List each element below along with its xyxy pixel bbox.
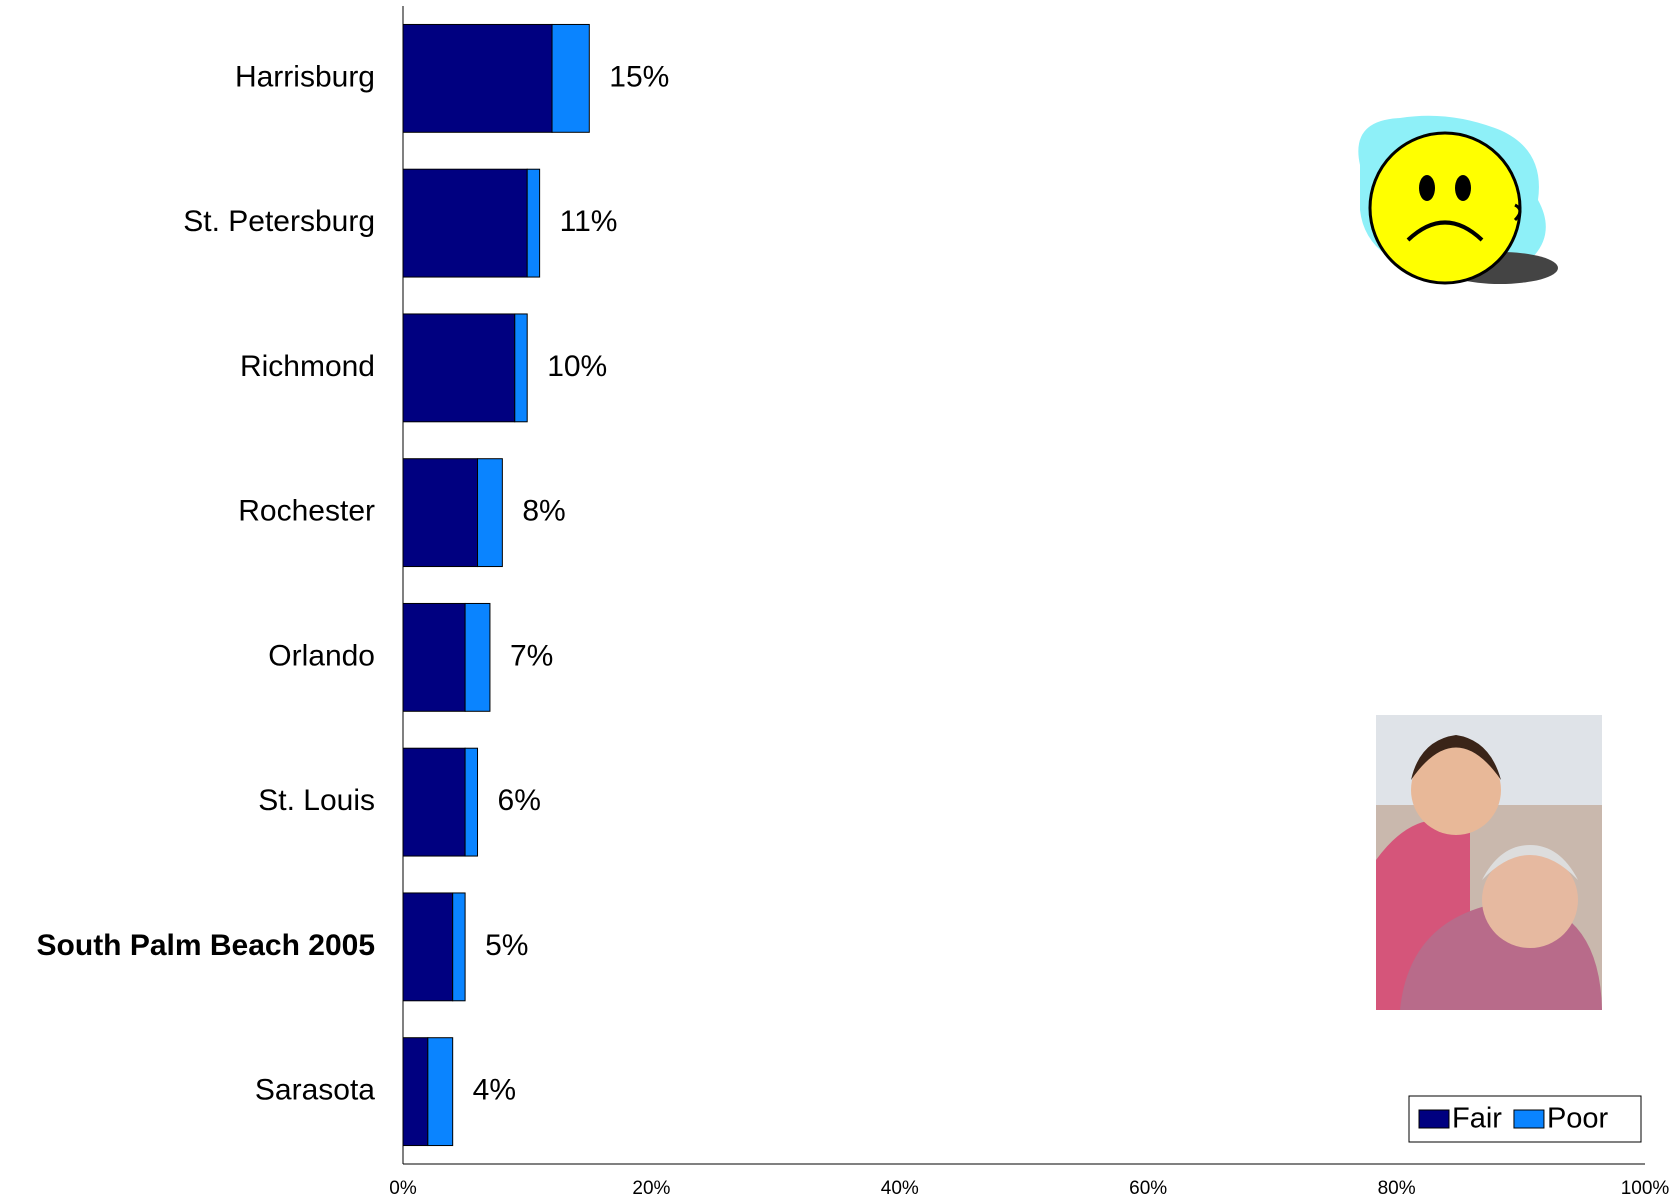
- category-label: South Palm Beach 2005: [37, 929, 375, 962]
- legend-label: Fair: [1452, 1103, 1502, 1135]
- legend-swatch: [1418, 1109, 1450, 1129]
- legend-label: Poor: [1547, 1103, 1609, 1135]
- bar-segment: [427, 1037, 454, 1147]
- bar-segment: [402, 1037, 429, 1147]
- bar-segment: [402, 313, 516, 423]
- total-label: 10%: [547, 350, 607, 383]
- total-label: 15%: [609, 60, 669, 93]
- total-label: 5%: [485, 929, 528, 962]
- x-tick-label: 20%: [632, 1178, 670, 1199]
- category-label: Rochester: [238, 495, 375, 528]
- photo-clipart: [1376, 715, 1602, 1010]
- category-label: St. Louis: [258, 784, 375, 817]
- x-tick-label: 40%: [881, 1178, 919, 1199]
- bar-segment: [402, 602, 466, 712]
- category-label: Sarasota: [255, 1074, 375, 1107]
- bar-segment: [477, 458, 503, 568]
- x-tick-label: 80%: [1378, 1178, 1416, 1199]
- x-tick-label: 60%: [1129, 1178, 1167, 1199]
- legend: Fair Poor: [1408, 1095, 1642, 1143]
- x-tick-label: 100%: [1621, 1178, 1670, 1199]
- bar-segment: [464, 747, 479, 857]
- bar-segment: [402, 23, 553, 133]
- sad-face-clipart: [1358, 115, 1558, 285]
- bar-segment: [514, 313, 528, 423]
- category-label: Orlando: [268, 639, 375, 672]
- bar-segment: [464, 602, 491, 712]
- bar-segment: [402, 747, 466, 857]
- bar-segment: [402, 458, 479, 568]
- total-label: 6%: [498, 784, 541, 817]
- bar-segment: [402, 168, 528, 278]
- bar-segment: [402, 892, 454, 1002]
- total-label: 11%: [560, 205, 618, 238]
- x-tick-label: 0%: [389, 1178, 417, 1199]
- total-label: 4%: [473, 1074, 516, 1107]
- bar-segment: [526, 168, 541, 278]
- legend-swatch: [1513, 1109, 1545, 1129]
- total-label: 8%: [522, 495, 565, 528]
- category-label: St. Petersburg: [183, 205, 375, 238]
- category-label: Richmond: [240, 350, 375, 383]
- total-label: 7%: [510, 639, 553, 672]
- bar-segment: [452, 892, 466, 1002]
- category-label: Harrisburg: [235, 60, 375, 93]
- bar-segment: [551, 23, 590, 133]
